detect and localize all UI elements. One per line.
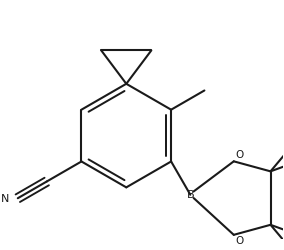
Text: B: B [187, 190, 194, 200]
Text: O: O [235, 150, 244, 160]
Text: O: O [235, 236, 244, 246]
Text: N: N [1, 194, 9, 204]
